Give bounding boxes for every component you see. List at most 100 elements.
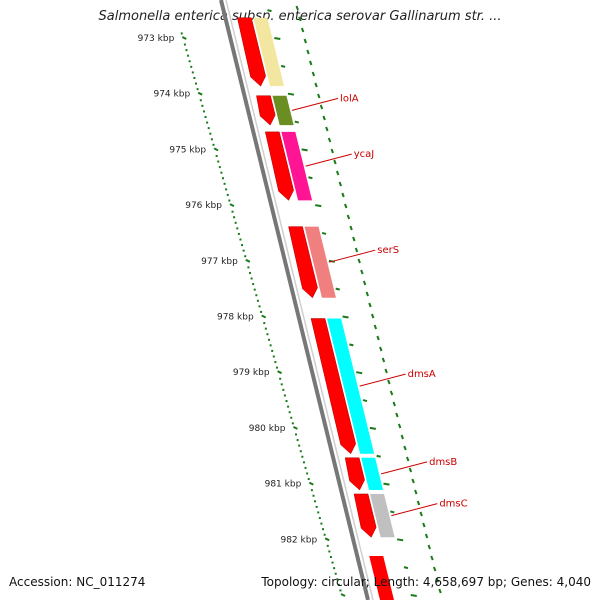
kbp-major-tick [213,147,219,152]
kbp-minor-tick [279,377,282,380]
kbp-minor-tick [201,104,204,107]
kbp-major-tick [181,36,187,40]
inner-ruler-tick [267,9,272,13]
kbp-minor-tick [236,227,239,230]
outer-ruler-tick [357,258,361,264]
outer-ruler-tick [303,38,307,44]
kbp-major-tick [229,203,235,207]
kbp-minor-tick [339,589,342,592]
outer-ruler-tick [376,335,380,341]
outer-ruler-tick [330,148,334,154]
kbp-minor-tick [301,455,304,458]
cds-red-arrow [265,131,294,201]
outer-ruler-tick [389,390,394,396]
gene-leader-line [359,373,406,387]
gene-label: dmsB [429,457,457,468]
outer-ruler-tick [387,379,391,385]
outer-ruler-tick [435,577,440,583]
outer-ruler-tick [379,346,383,352]
kbp-minor-tick [244,255,247,258]
gene-leader-line [305,153,352,167]
kbp-minor-tick [204,115,207,118]
kbp-minor-tick [317,511,320,514]
kbp-minor-tick [304,466,307,469]
kbp-minor-tick [290,416,293,419]
kbp-minor-tick [206,121,209,124]
inner-ruler-tick [315,204,322,208]
inner-ruler-tick [342,315,349,319]
kbp-minor-tick [310,489,313,492]
outer-ruler-tick [300,27,305,33]
kbp-minor-tick [266,333,269,336]
kbp-minor-tick [191,71,194,74]
inner-ruler-tick [376,454,381,458]
outer-ruler-tick [384,368,388,374]
kbp-minor-tick [212,143,215,146]
outer-ruler-tick [422,522,426,528]
kbp-minor-tick [320,522,323,525]
inner-ruler-tick [321,231,327,235]
outer-ruler-tick [438,588,442,594]
kbp-minor-tick [225,188,228,191]
kbp-major-tick [324,537,330,542]
outer-ruler-tick [400,434,405,440]
kbp-minor-tick [228,199,231,202]
kbp-minor-tick [242,249,245,252]
kbp-minor-tick [234,221,237,224]
outer-ruler-tick [392,401,396,407]
inner-ruler-tick [335,287,340,291]
gene-block [281,131,313,201]
inner-ruler-tick [390,510,395,514]
gene-label: serS [377,245,399,256]
outer-ruler-tick [319,104,324,110]
kbp-minor-tick [239,238,242,241]
outer-ruler-tick [419,511,423,517]
gene-leader-line [291,97,339,111]
outer-ruler-tick [295,5,299,11]
kbp-minor-tick [226,193,229,196]
outer-ruler-tick [352,236,356,242]
outer-ruler-tick [298,16,302,22]
kbp-minor-tick [299,450,302,453]
outer-ruler-tick [317,93,321,99]
kbp-minor-tick [318,517,321,520]
outer-ruler-tick [427,544,431,550]
accession-text: Accession: NC_011274 [9,575,146,589]
outer-ruler-tick [333,159,337,165]
gene-label: dmsC [439,499,467,510]
kbp-minor-tick [323,533,326,536]
outer-ruler-tick [327,137,332,143]
gene-block [327,318,375,454]
cds-red-arrow [353,493,377,538]
cds-red-arrow [237,17,266,87]
inner-ruler-tick [308,176,313,180]
kbp-minor-tick [282,388,285,391]
outer-ruler-tick [354,247,359,253]
gene-block [272,95,294,126]
kbp-minor-tick [252,283,255,286]
kbp-minor-tick [298,444,301,447]
kbp-major-tick [292,426,298,430]
inner-ruler-tick [369,426,376,430]
outer-ruler-tick [430,555,434,561]
kbp-minor-tick [280,383,283,386]
kbp-minor-tick [329,556,332,559]
outer-ruler-tick [381,357,386,363]
outer-ruler-tick [432,566,437,572]
gene-track [253,17,395,538]
kbp-minor-tick [333,567,336,570]
kbp-minor-tick [221,177,224,180]
kbp-minor-tick [250,277,253,280]
outer-ruler-tick [360,269,364,275]
inner-ruler-tick [362,399,368,403]
kbp-minor-tick [195,82,198,85]
summary-text: Topology: circular; Length: 4,658,697 bp… [261,575,591,589]
inner-ruler-tick [410,594,417,597]
kbp-minor-tick [217,160,220,163]
outer-ruler-tick [338,181,343,187]
kbp-minor-tick [264,327,267,330]
kbp-minor-tick [275,366,278,369]
kbp-minor-tick [260,310,263,313]
inner-ruler-tick [383,482,390,486]
kbp-major-tick [261,314,267,319]
